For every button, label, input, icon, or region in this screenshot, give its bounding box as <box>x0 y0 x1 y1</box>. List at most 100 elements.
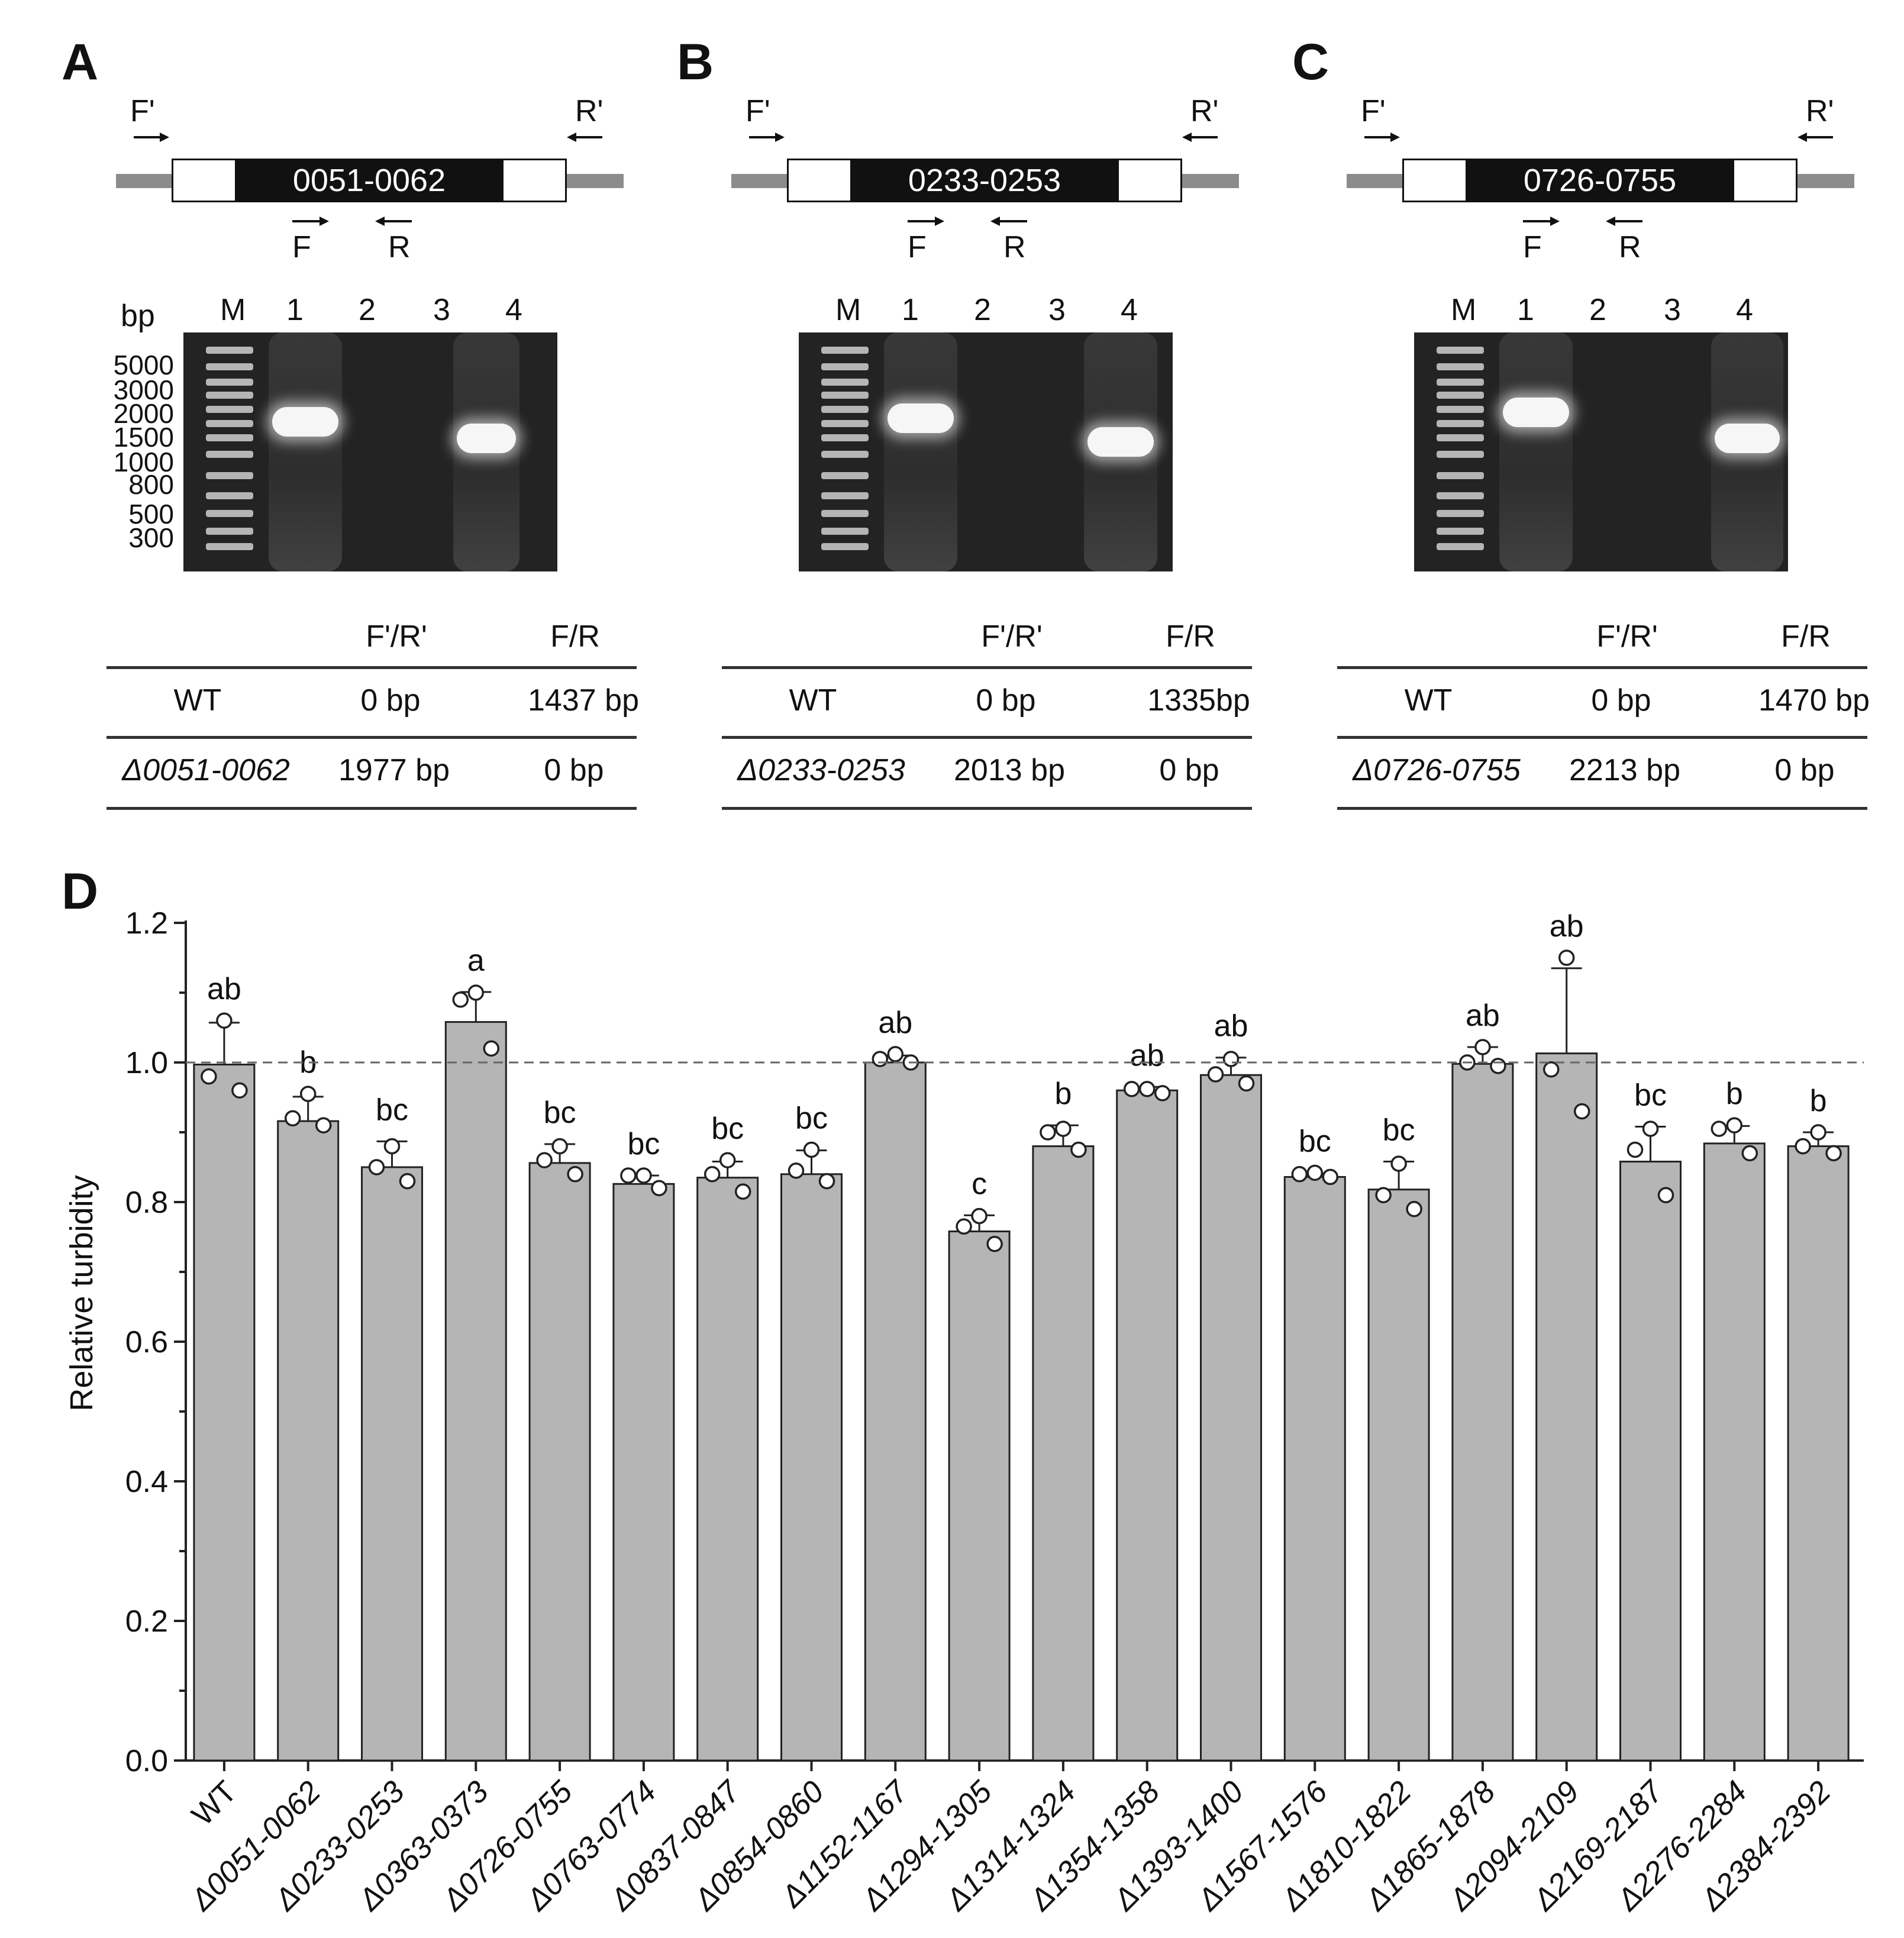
table-row-mutant-inner: 0 bp <box>1774 753 1835 787</box>
table-row-wt-outer: 0 bp <box>976 683 1036 718</box>
replicate-point <box>1375 1187 1392 1203</box>
gene-flank-left <box>116 174 173 188</box>
significance-letter: a <box>467 944 485 978</box>
homology-arm-left <box>1402 159 1467 202</box>
replicate-point <box>1711 1120 1728 1137</box>
panel-label: A <box>62 34 99 91</box>
table-rule-middle <box>107 736 637 739</box>
significance-letter: ab <box>878 1006 912 1040</box>
replicate-point <box>1795 1138 1811 1155</box>
gel-band-lane-1 <box>1503 398 1569 427</box>
table-row-mutant-strain: Δ0051-0062 <box>122 753 290 787</box>
y-tick-label: 0.0 <box>125 1744 168 1778</box>
gel-ladder-band <box>821 379 869 386</box>
replicate-point <box>383 1138 401 1155</box>
gene-flank-left <box>1347 174 1403 188</box>
inner-forward-arrow-icon <box>908 217 944 226</box>
gel-ladder-band <box>1437 510 1484 517</box>
gel-ladder-band <box>821 406 869 413</box>
gel-ladder-band <box>206 528 253 535</box>
table-rule-middle <box>1337 736 1867 739</box>
replicate-point <box>1726 1117 1743 1133</box>
gel-ladder-band <box>206 451 253 458</box>
table-rule-top <box>1337 666 1867 669</box>
outer-reverse-primer-label: R' <box>1806 94 1834 128</box>
replicate-point <box>1322 1168 1339 1186</box>
y-axis-title: Relative turbidity <box>64 1175 99 1411</box>
gel-ladder-band <box>821 492 869 499</box>
bar-Δ0726-0755 <box>528 1162 591 1762</box>
homology-arm-left <box>172 159 237 202</box>
table-row-mutant-strain: Δ0233-0253 <box>737 753 905 787</box>
gel-ladder-band <box>1437 363 1484 370</box>
panel-label-d: D <box>62 863 99 920</box>
gene-cluster-box: 0051-0062 <box>235 159 503 202</box>
gel-marker-size-label: 300 <box>128 522 174 553</box>
y-tick-label: 0.6 <box>125 1325 168 1359</box>
gel-lane-label: 4 <box>1736 293 1753 327</box>
significance-letter: c <box>972 1167 987 1201</box>
table-row-mutant-inner: 0 bp <box>544 753 604 787</box>
bar-WT <box>193 1064 256 1762</box>
bar-Δ0233-0253 <box>361 1166 423 1762</box>
replicate-point <box>734 1183 751 1200</box>
gel-ladder-band <box>206 406 253 413</box>
table-row-wt-strain: WT <box>173 683 222 718</box>
replicate-point <box>551 1138 568 1155</box>
outer-forward-primer-label: F' <box>746 94 770 128</box>
agarose-gel-image <box>799 332 1173 571</box>
replicate-point <box>315 1117 332 1133</box>
gel-band-lane-1 <box>888 403 954 433</box>
replicate-point <box>452 991 469 1008</box>
gel-ladder-band <box>821 363 869 370</box>
gene-cluster-box: 0233-0253 <box>851 159 1118 202</box>
bar-Δ1314-1324 <box>1032 1145 1095 1762</box>
table-row-mutant-outer: 2213 bp <box>1569 753 1680 787</box>
bar-Δ2094-2109 <box>1535 1052 1598 1762</box>
x-tick-label: WT <box>185 1774 243 1832</box>
bar-Δ2384-2392 <box>1787 1145 1850 1762</box>
y-tick-label: 1.2 <box>125 906 168 941</box>
bar-Δ0763-0774 <box>612 1183 675 1762</box>
table-rule-bottom <box>107 807 637 810</box>
replicate-point <box>1627 1141 1644 1158</box>
replicate-point <box>231 1082 248 1099</box>
gel-ladder-band <box>206 347 253 354</box>
y-tick-label: 0.2 <box>125 1604 168 1639</box>
gel-ladder-band <box>821 528 869 535</box>
gel-band-lane-1 <box>272 407 338 437</box>
inner-forward-arrow-icon <box>1523 217 1560 226</box>
significance-letter: ab <box>1214 1009 1248 1044</box>
bar-Δ2276-2284 <box>1703 1142 1766 1762</box>
replicate-point <box>536 1152 553 1168</box>
gel-ladder-band <box>1437 392 1484 399</box>
gel-marker-size-label: 500 <box>128 499 174 529</box>
gel-marker-size-label: 5000 <box>113 350 174 380</box>
table-header-inner: F/R <box>1781 619 1831 654</box>
gel-lane-label: 1 <box>286 293 304 327</box>
replicate-point <box>1390 1155 1407 1172</box>
gel-ladder-band <box>821 451 869 458</box>
replicate-point <box>986 1236 1003 1252</box>
significance-letter: b <box>1810 1084 1827 1118</box>
significance-letter: bc <box>795 1102 828 1136</box>
table-header-outer: F'/R' <box>981 619 1043 654</box>
replicate-point <box>1741 1145 1758 1162</box>
outer-forward-primer-label: F' <box>1361 94 1386 128</box>
bar-Δ0854-0860 <box>780 1173 843 1762</box>
gel-ladder-band <box>206 472 253 479</box>
gel-ladder-band <box>206 543 253 550</box>
replicate-point <box>1055 1120 1072 1137</box>
replicate-point <box>1138 1081 1156 1097</box>
gel-lane-smear <box>1499 332 1573 571</box>
table-row-mutant-outer: 2013 bp <box>954 753 1065 787</box>
gel-ladder-band <box>821 543 869 550</box>
replicate-point <box>1810 1124 1826 1141</box>
gel-lane-label: 2 <box>974 293 991 327</box>
y-tick-label: 0.8 <box>125 1186 168 1220</box>
homology-arm-right <box>502 159 567 202</box>
significance-letter: ab <box>1550 909 1584 944</box>
table-header-outer: F'/R' <box>366 619 427 654</box>
gel-ladder-band <box>206 379 253 386</box>
replicate-point <box>483 1040 500 1057</box>
